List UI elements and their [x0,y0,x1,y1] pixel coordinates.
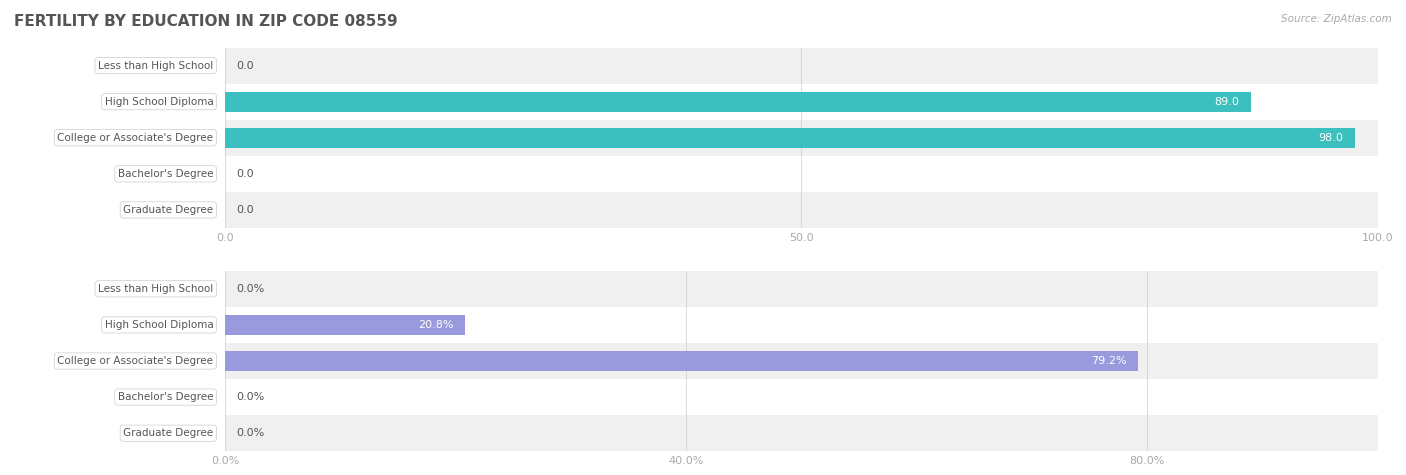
Text: 98.0: 98.0 [1319,133,1343,143]
Text: Bachelor's Degree: Bachelor's Degree [118,169,214,179]
Bar [225,343,1378,379]
Text: 79.2%: 79.2% [1091,356,1126,366]
Text: Bachelor's Degree: Bachelor's Degree [118,392,214,402]
Text: High School Diploma: High School Diploma [104,96,214,107]
Bar [225,307,1378,343]
Text: 20.8%: 20.8% [418,320,453,330]
Text: Less than High School: Less than High School [98,60,214,71]
Bar [225,415,1378,451]
Bar [225,271,1378,307]
Text: FERTILITY BY EDUCATION IN ZIP CODE 08559: FERTILITY BY EDUCATION IN ZIP CODE 08559 [14,14,398,29]
Bar [225,128,1355,148]
Text: 0.0%: 0.0% [236,284,264,294]
Text: Graduate Degree: Graduate Degree [124,205,214,215]
Bar [225,351,1137,371]
Text: 0.0: 0.0 [236,60,254,71]
Text: College or Associate's Degree: College or Associate's Degree [58,133,214,143]
Text: 0.0%: 0.0% [236,428,264,438]
Text: 89.0: 89.0 [1215,96,1240,107]
Bar [225,120,1378,156]
Bar [225,192,1378,228]
Bar [225,92,1251,112]
Text: Less than High School: Less than High School [98,284,214,294]
Bar [225,379,1378,415]
Text: 0.0%: 0.0% [236,392,264,402]
Bar [225,315,465,335]
Text: Graduate Degree: Graduate Degree [124,428,214,438]
Text: 0.0: 0.0 [236,169,254,179]
Bar [225,156,1378,192]
Bar [225,84,1378,120]
Text: College or Associate's Degree: College or Associate's Degree [58,356,214,366]
Text: High School Diploma: High School Diploma [104,320,214,330]
Text: 0.0: 0.0 [236,205,254,215]
Text: Source: ZipAtlas.com: Source: ZipAtlas.com [1281,14,1392,24]
Bar [225,48,1378,84]
